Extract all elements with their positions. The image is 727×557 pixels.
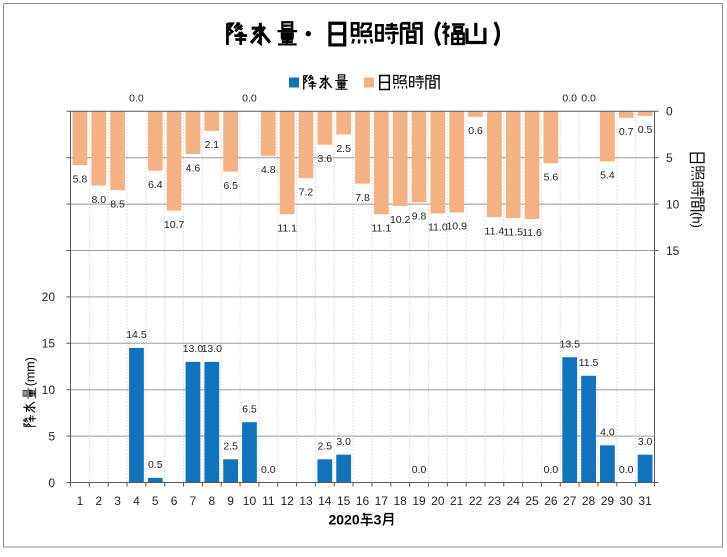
svg-text:2.1: 2.1 bbox=[204, 139, 219, 151]
svg-text:5: 5 bbox=[48, 429, 55, 443]
svg-text:2.5: 2.5 bbox=[318, 441, 333, 453]
svg-text:(mm): (mm) bbox=[23, 357, 37, 386]
svg-text:0.0: 0.0 bbox=[412, 464, 427, 476]
svg-text:7.2: 7.2 bbox=[299, 186, 314, 198]
svg-text:2.5: 2.5 bbox=[336, 143, 351, 155]
svg-text:6: 6 bbox=[171, 494, 178, 508]
svg-text:0.0: 0.0 bbox=[242, 93, 257, 105]
svg-text:6.4: 6.4 bbox=[148, 179, 163, 191]
svg-text:2: 2 bbox=[95, 494, 102, 508]
svg-text:18: 18 bbox=[394, 494, 408, 508]
svg-text:8: 8 bbox=[208, 494, 215, 508]
svg-text:0.0: 0.0 bbox=[581, 93, 596, 105]
svg-text:14: 14 bbox=[318, 494, 332, 508]
svg-text:0.5: 0.5 bbox=[638, 124, 653, 136]
svg-text:8.0: 8.0 bbox=[91, 194, 106, 206]
svg-text:7: 7 bbox=[190, 494, 197, 508]
svg-text:10: 10 bbox=[42, 383, 56, 397]
svg-text:11.5: 11.5 bbox=[579, 357, 599, 369]
svg-text:22: 22 bbox=[469, 494, 483, 508]
svg-text:15: 15 bbox=[42, 337, 56, 351]
svg-text:5.4: 5.4 bbox=[600, 170, 615, 182]
svg-text:7.8: 7.8 bbox=[355, 192, 370, 204]
svg-text:11.1: 11.1 bbox=[372, 223, 392, 235]
svg-text:4: 4 bbox=[133, 494, 140, 508]
svg-text:31: 31 bbox=[638, 494, 652, 508]
svg-text:4.8: 4.8 bbox=[261, 164, 276, 176]
svg-text:6.5: 6.5 bbox=[223, 180, 238, 192]
svg-text:2.5: 2.5 bbox=[223, 441, 238, 453]
svg-text:12: 12 bbox=[280, 494, 294, 508]
svg-text:(h): (h) bbox=[690, 212, 705, 228]
svg-text:0.0: 0.0 bbox=[261, 464, 276, 476]
svg-text:20: 20 bbox=[431, 494, 445, 508]
svg-text:3.0: 3.0 bbox=[638, 436, 653, 448]
svg-text:10: 10 bbox=[243, 494, 257, 508]
svg-text:2020: 2020 bbox=[329, 512, 360, 528]
svg-text:13.0: 13.0 bbox=[183, 343, 204, 355]
svg-text:13: 13 bbox=[299, 494, 313, 508]
svg-text:10.9: 10.9 bbox=[446, 221, 467, 233]
svg-text:16: 16 bbox=[356, 494, 370, 508]
svg-text:5: 5 bbox=[666, 151, 673, 165]
svg-text:23: 23 bbox=[488, 494, 502, 508]
svg-text:19: 19 bbox=[412, 494, 426, 508]
svg-text:0.0: 0.0 bbox=[562, 93, 577, 105]
svg-text:0.0: 0.0 bbox=[544, 464, 559, 476]
svg-text:14.5: 14.5 bbox=[126, 329, 147, 341]
svg-text:15: 15 bbox=[337, 494, 351, 508]
svg-text:9: 9 bbox=[227, 494, 234, 508]
svg-text:8.5: 8.5 bbox=[110, 198, 125, 210]
svg-text:27: 27 bbox=[563, 494, 577, 508]
svg-text:11.0: 11.0 bbox=[428, 222, 448, 234]
svg-text:3: 3 bbox=[114, 494, 121, 508]
svg-text:0: 0 bbox=[666, 105, 673, 119]
svg-text:10.2: 10.2 bbox=[390, 214, 411, 226]
svg-text:5: 5 bbox=[152, 494, 159, 508]
svg-text:0.0: 0.0 bbox=[619, 464, 634, 476]
svg-text:13.5: 13.5 bbox=[560, 339, 581, 351]
svg-text:3: 3 bbox=[374, 512, 382, 528]
svg-text:6.5: 6.5 bbox=[242, 403, 257, 415]
svg-text:0.5: 0.5 bbox=[148, 459, 163, 471]
svg-text:20: 20 bbox=[42, 290, 56, 304]
svg-text:3.6: 3.6 bbox=[318, 153, 333, 165]
svg-text:29: 29 bbox=[601, 494, 615, 508]
svg-text:11.6: 11.6 bbox=[522, 227, 542, 239]
svg-text:28: 28 bbox=[582, 494, 596, 508]
svg-text:30: 30 bbox=[620, 494, 634, 508]
svg-text:26: 26 bbox=[544, 494, 558, 508]
svg-text:0.7: 0.7 bbox=[619, 126, 634, 138]
svg-text:4.0: 4.0 bbox=[600, 427, 615, 439]
svg-text:4.6: 4.6 bbox=[186, 162, 201, 174]
svg-text:13.0: 13.0 bbox=[202, 343, 223, 355]
svg-text:1: 1 bbox=[77, 494, 84, 508]
svg-text:25: 25 bbox=[525, 494, 539, 508]
svg-text:11: 11 bbox=[262, 494, 275, 508]
svg-text:21: 21 bbox=[450, 494, 464, 508]
svg-text:5.8: 5.8 bbox=[73, 173, 88, 185]
svg-text:3.0: 3.0 bbox=[336, 436, 351, 448]
svg-text:11.5: 11.5 bbox=[503, 226, 523, 238]
svg-text:9.8: 9.8 bbox=[412, 211, 427, 223]
svg-text:0.0: 0.0 bbox=[129, 93, 144, 105]
svg-text:0: 0 bbox=[48, 476, 55, 490]
svg-text:11.4: 11.4 bbox=[485, 225, 505, 237]
svg-text:5.6: 5.6 bbox=[544, 172, 559, 184]
svg-text:15: 15 bbox=[666, 244, 680, 258]
svg-text:0.6: 0.6 bbox=[468, 125, 483, 137]
svg-text:10.7: 10.7 bbox=[164, 219, 185, 231]
svg-text:11.1: 11.1 bbox=[277, 223, 297, 235]
svg-text:10: 10 bbox=[666, 197, 680, 211]
svg-text:17: 17 bbox=[375, 494, 389, 508]
svg-text:24: 24 bbox=[507, 494, 521, 508]
